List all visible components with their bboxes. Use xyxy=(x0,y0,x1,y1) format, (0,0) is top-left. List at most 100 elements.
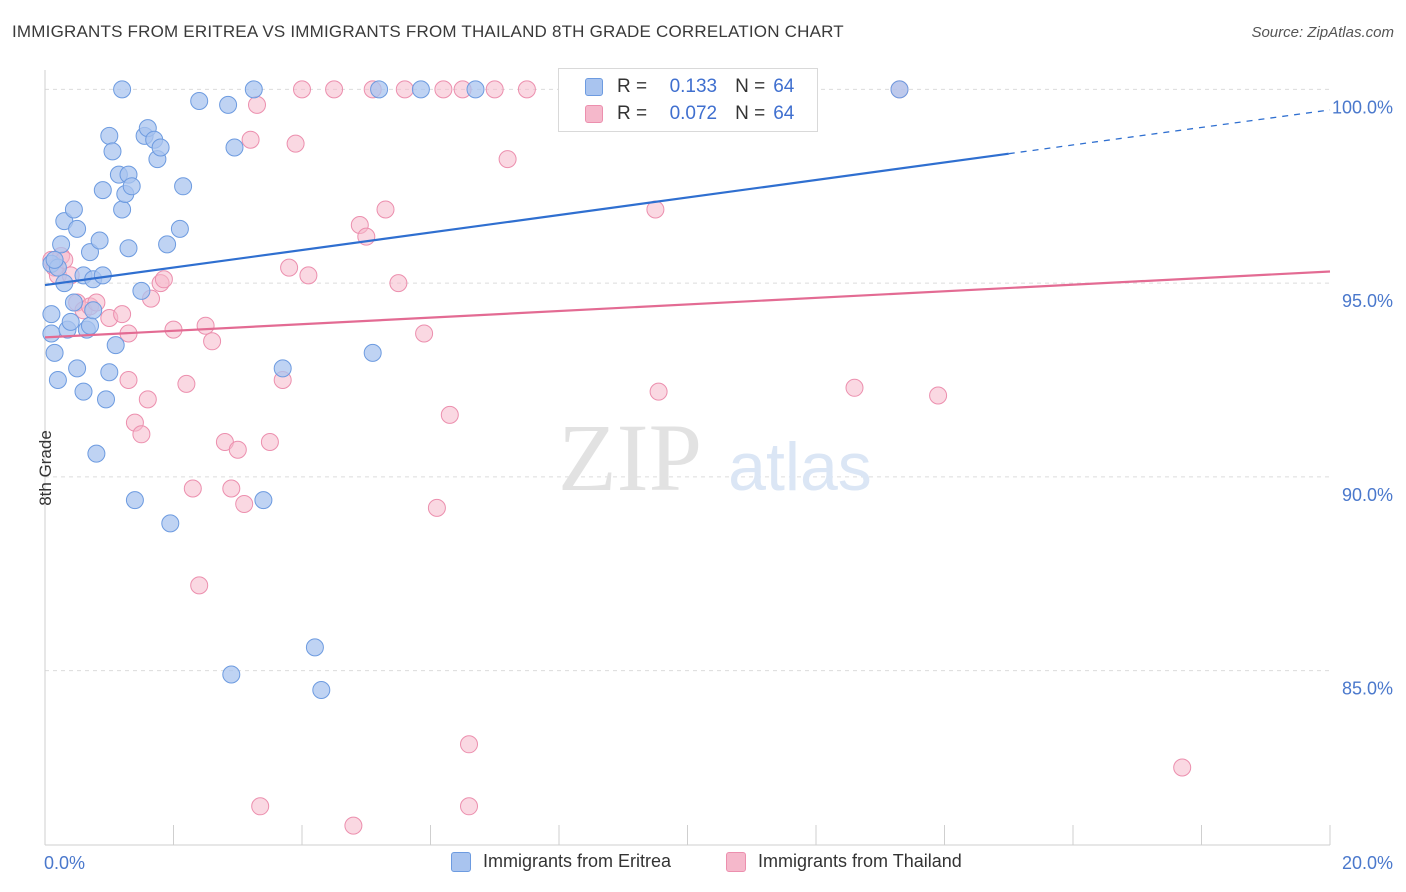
legend-swatch-eritrea xyxy=(451,851,471,872)
legend-swatch-thailand xyxy=(726,851,746,872)
thailand-point xyxy=(1173,758,1192,777)
thailand-point xyxy=(132,425,151,444)
thailand-point xyxy=(434,80,453,99)
eritrea-point xyxy=(64,293,83,312)
eritrea-point xyxy=(100,126,119,145)
thailand-point xyxy=(183,479,202,498)
eritrea-point xyxy=(42,305,61,324)
source-label: Source: ZipAtlas.com xyxy=(1251,24,1394,41)
eritrea-point xyxy=(219,95,238,114)
thailand-point xyxy=(415,324,434,343)
thailand-point xyxy=(845,378,864,397)
eritrea-point xyxy=(305,638,324,657)
thailand-point xyxy=(260,433,279,451)
thailand-point xyxy=(440,405,459,424)
thailand-point xyxy=(119,371,138,389)
eritrea-point xyxy=(100,363,119,382)
eritrea-point xyxy=(42,324,61,343)
eritrea-point xyxy=(106,336,125,355)
thailand-point xyxy=(427,498,446,517)
eritrea-point xyxy=(68,219,87,238)
eritrea-point xyxy=(254,491,273,510)
legend-label-eritrea: Immigrants from Eritrea xyxy=(483,851,672,871)
thailand-point xyxy=(222,479,241,498)
eritrea-point xyxy=(151,138,170,157)
eritrea-point xyxy=(158,235,177,254)
stats-legend: R = 0.133 N = 64 R = 0.072 N = 64 xyxy=(558,68,818,132)
thailand-point xyxy=(485,80,504,99)
series-legend: Immigrants from Eritrea Immigrants from … xyxy=(0,851,1406,877)
eritrea-point xyxy=(125,491,144,510)
eritrea-point xyxy=(190,92,209,110)
eritrea-point xyxy=(411,80,430,99)
thailand-point xyxy=(190,576,209,595)
eritrea-point xyxy=(312,681,331,699)
eritrea-point xyxy=(363,343,382,362)
y-tick-labels: 85.0% 90.0% 95.0% 100.0% xyxy=(1332,97,1393,698)
eritrea-point xyxy=(84,301,103,320)
thailand-point xyxy=(280,258,299,277)
thailand-point xyxy=(248,95,266,114)
eritrea-point xyxy=(45,250,64,269)
legend-n-value: 64 xyxy=(773,76,795,97)
thailand-point xyxy=(228,440,247,459)
x-tick-labels: 0.0% 20.0% xyxy=(44,853,1393,873)
eritrea-point xyxy=(68,359,87,378)
trend-lines xyxy=(44,109,1331,339)
eritrea-point xyxy=(273,359,292,378)
thailand-point xyxy=(649,382,668,401)
eritrea-point xyxy=(74,382,93,401)
thailand-point xyxy=(235,495,254,513)
eritrea-point xyxy=(52,235,71,254)
eritrea-point xyxy=(93,181,112,200)
thailand-point xyxy=(325,80,344,99)
y-tick-label: 100.0% xyxy=(1332,97,1393,117)
watermark-atlas: atlas xyxy=(728,429,872,505)
eritrea-trend-extension xyxy=(1008,109,1331,155)
legend-swatch-eritrea xyxy=(585,78,603,96)
eritrea-point xyxy=(97,390,115,409)
eritrea-point xyxy=(174,177,193,196)
eritrea-point xyxy=(132,281,151,300)
thailand-point xyxy=(517,80,536,99)
eritrea-point xyxy=(61,312,80,331)
legend-r-label: R = xyxy=(617,103,648,124)
x-tick-label: 0.0% xyxy=(44,853,85,873)
legend-r-value: 0.072 xyxy=(669,103,718,124)
grid-lines xyxy=(45,88,1330,672)
eritrea-point xyxy=(48,371,67,389)
legend-r-value: 0.133 xyxy=(669,76,718,97)
legend-row-eritrea: R = 0.133 N = 64 xyxy=(585,75,794,99)
thailand-point xyxy=(203,332,222,351)
legend-swatch-thailand xyxy=(585,105,603,123)
thailand-point xyxy=(395,80,414,99)
eritrea-point xyxy=(222,665,241,684)
eritrea-point xyxy=(64,200,83,219)
legend-label-thailand: Immigrants from Thailand xyxy=(758,851,962,871)
chart-title: IMMIGRANTS FROM ERITREA VS IMMIGRANTS FR… xyxy=(12,22,844,41)
x-tick-label: 20.0% xyxy=(1342,853,1393,873)
y-tick-label: 95.0% xyxy=(1342,291,1393,311)
eritrea-point xyxy=(45,343,64,362)
thailand-point xyxy=(154,270,173,289)
eritrea-trend-line xyxy=(44,152,1009,287)
legend-n-label: N = xyxy=(735,103,766,124)
thailand-point xyxy=(177,374,196,393)
thailand-point xyxy=(929,386,948,405)
thailand-point xyxy=(460,797,478,816)
eritrea-point xyxy=(103,142,122,161)
thailand-point xyxy=(286,134,305,153)
legend-n-value: 64 xyxy=(773,103,795,124)
eritrea-point xyxy=(161,514,180,533)
thailand-point xyxy=(389,274,408,293)
eritrea-point xyxy=(113,80,132,99)
eritrea-point xyxy=(113,200,132,219)
thailand-point xyxy=(498,150,517,169)
thailand-point xyxy=(344,816,363,835)
eritrea-point xyxy=(890,80,909,99)
y-axis-label: 8th Grade xyxy=(35,430,55,506)
watermark-zip: ZIP xyxy=(558,404,702,511)
axes xyxy=(44,70,1331,846)
thailand-point xyxy=(376,200,395,219)
thailand-trend-line xyxy=(44,270,1331,339)
